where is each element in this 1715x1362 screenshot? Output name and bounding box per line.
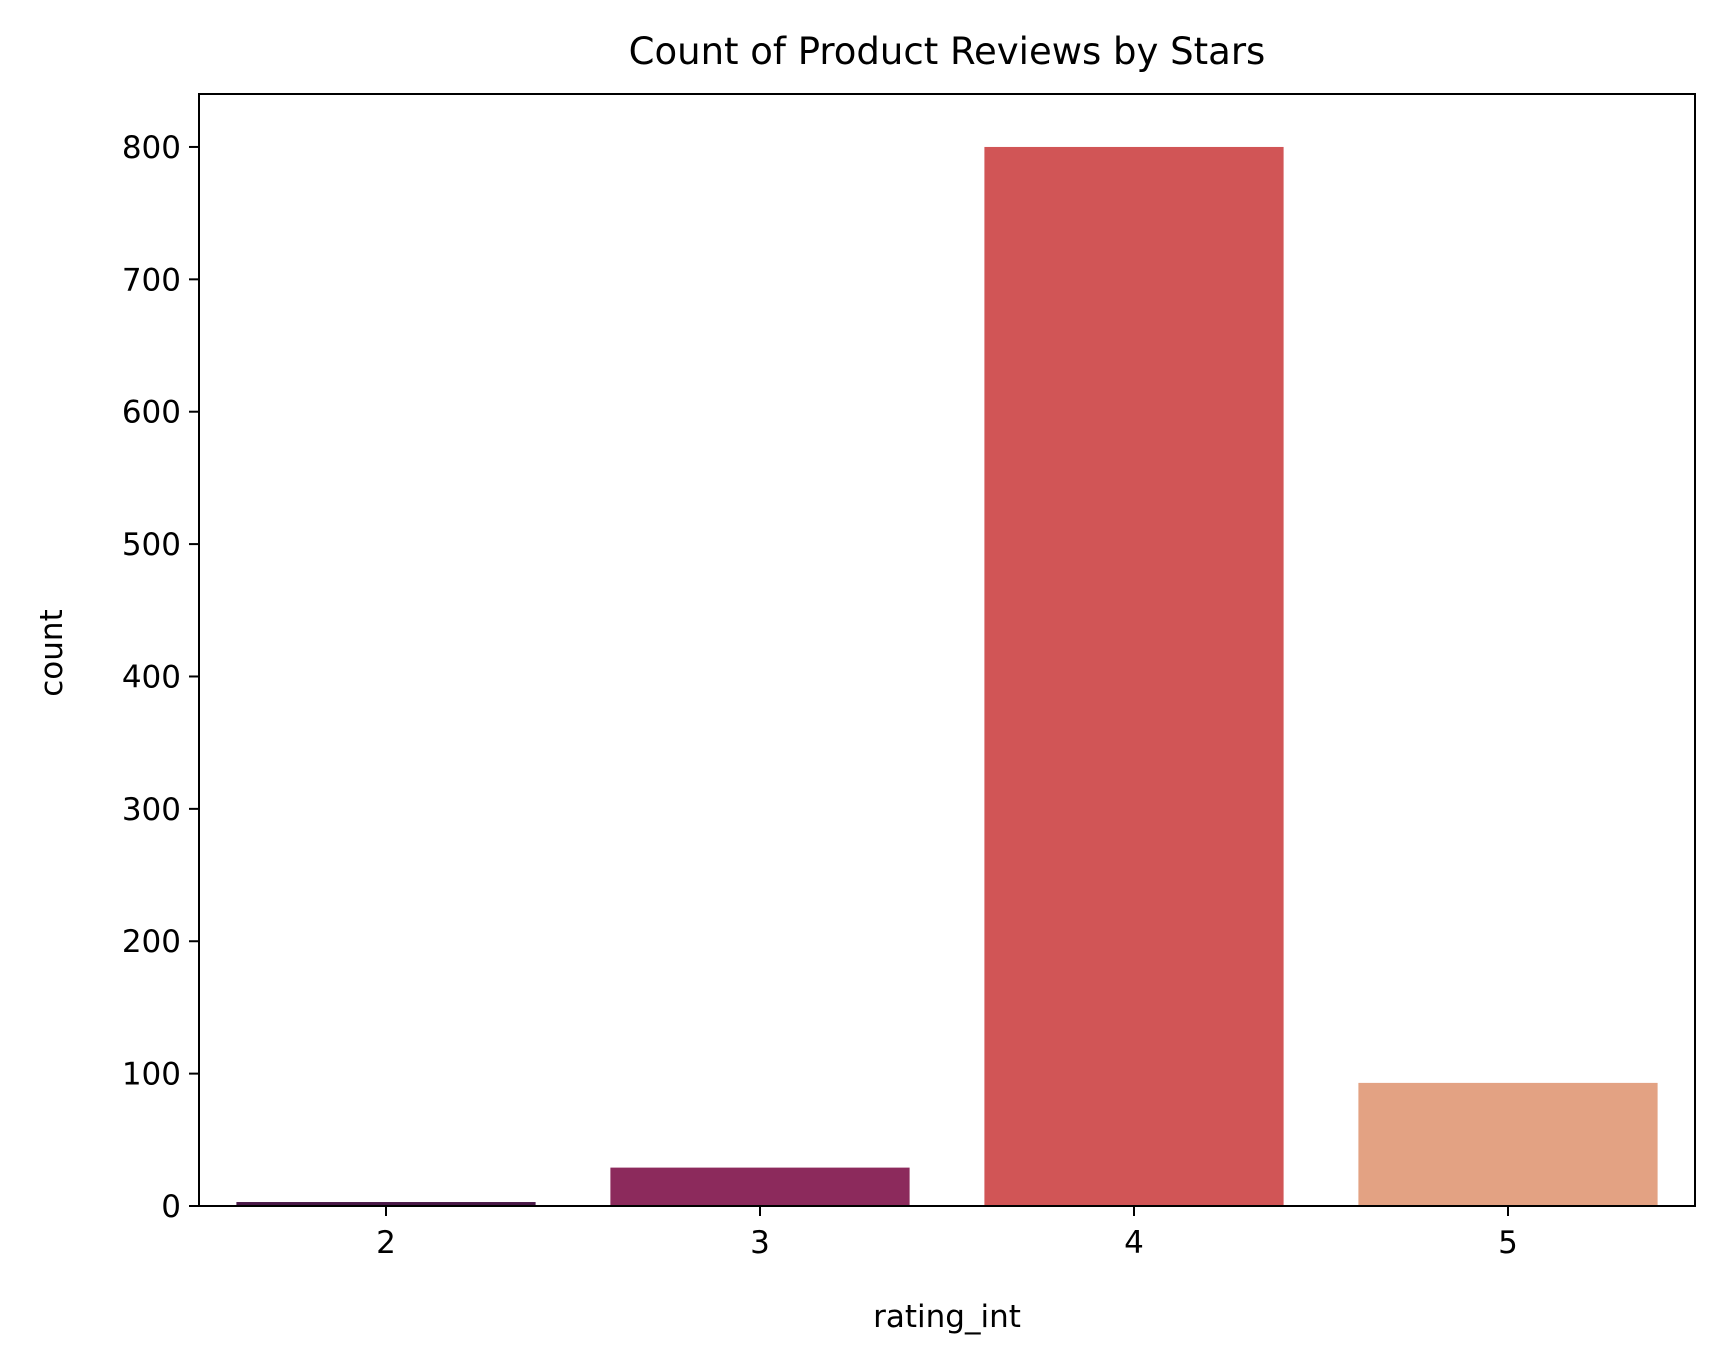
bar-2 <box>236 1202 536 1206</box>
bar-4 <box>984 146 1284 1206</box>
y-tick-label-500: 500 <box>122 527 181 563</box>
x-axis-title: rating_int <box>873 1299 1021 1335</box>
x-tick-label-5: 5 <box>1498 1225 1518 1261</box>
chart-title: Count of Product Reviews by Stars <box>629 30 1266 73</box>
x-tick-label-3: 3 <box>750 1225 770 1261</box>
x-tick-label-4: 4 <box>1124 1225 1144 1261</box>
y-tick-label-800: 800 <box>122 130 181 166</box>
y-axis-ticks: 0 100 200 300 400 500 600 700 800 <box>122 130 199 1225</box>
bar-3 <box>610 1167 910 1206</box>
y-tick-label-100: 100 <box>122 1057 181 1093</box>
bars-group <box>236 146 1658 1206</box>
y-tick-label-600: 600 <box>122 395 181 431</box>
y-tick-label-0: 0 <box>161 1189 181 1225</box>
plot-frame <box>198 93 1696 1207</box>
y-axis-title: count <box>34 609 70 696</box>
y-tick-label-400: 400 <box>122 659 181 695</box>
bar-5 <box>1358 1082 1658 1206</box>
y-tick-label-700: 700 <box>122 262 181 298</box>
y-tick-label-200: 200 <box>122 924 181 960</box>
x-tick-label-2: 2 <box>376 1225 396 1261</box>
y-tick-label-300: 300 <box>122 792 181 828</box>
x-axis-ticks: 2 3 4 5 <box>376 1206 1518 1261</box>
